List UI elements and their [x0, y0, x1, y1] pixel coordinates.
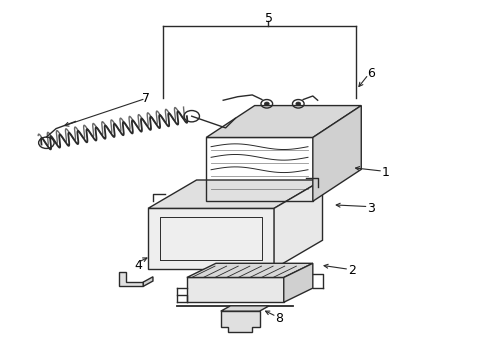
Text: 8: 8: [275, 312, 283, 325]
Text: 6: 6: [367, 67, 375, 80]
Circle shape: [296, 102, 301, 105]
Polygon shape: [187, 263, 313, 278]
Polygon shape: [221, 311, 260, 332]
Polygon shape: [313, 105, 361, 201]
Circle shape: [265, 102, 269, 105]
Polygon shape: [284, 263, 313, 302]
Polygon shape: [221, 306, 269, 311]
Polygon shape: [148, 180, 322, 208]
Polygon shape: [187, 278, 284, 302]
Text: 1: 1: [382, 166, 390, 179]
Polygon shape: [148, 208, 274, 269]
Polygon shape: [119, 272, 143, 286]
Text: 3: 3: [367, 202, 375, 215]
Text: 2: 2: [347, 264, 356, 277]
Text: 5: 5: [265, 12, 273, 25]
Text: 7: 7: [142, 92, 149, 105]
Text: 4: 4: [134, 258, 143, 271]
Polygon shape: [274, 180, 322, 269]
Polygon shape: [206, 105, 361, 138]
Polygon shape: [143, 277, 153, 286]
